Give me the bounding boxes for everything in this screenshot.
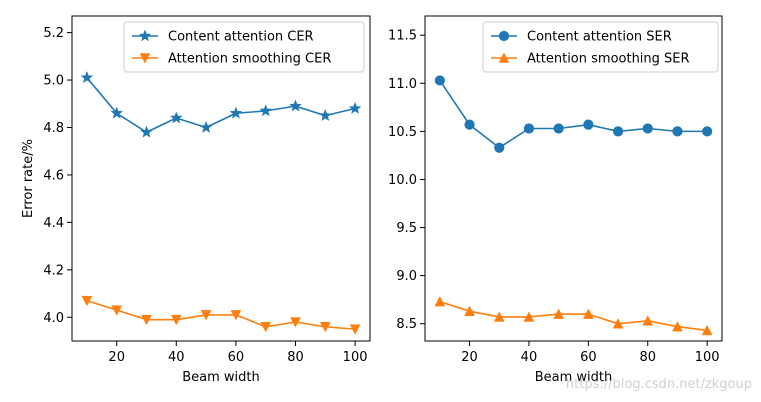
y-tick-label: 5.2 [43,26,64,41]
data-point [493,311,505,322]
y-tick-label: 4.0 [43,311,64,326]
y-tick-label: 4.2 [43,263,64,278]
legend-marker [138,29,152,42]
y-tick-label: 4.4 [43,216,64,231]
data-point [434,75,445,86]
series-line-1 [86,299,356,330]
data-point [434,296,446,307]
data-point [260,322,272,333]
data-point [319,322,331,333]
data-point [701,324,713,336]
data-point [110,106,124,119]
data-point [583,119,594,130]
data-point [80,70,94,84]
series-line-1 [439,300,708,332]
data-point [141,314,152,326]
data-point [111,305,123,316]
y-tick-label: 5.0 [43,74,64,89]
y-tick-label: 8.5 [396,317,417,332]
ser-chart-panel: 20 40 60 80 100 8.5 9.0 9.5 10.0 10.5 11.0 11.5 Beam… [388,15,723,385]
series-line-0 [439,79,708,149]
data-point [199,120,213,133]
data-point [553,308,565,319]
data-point [672,126,683,137]
data-point [200,310,212,321]
legend-box [123,21,365,73]
x-tick-label: 40 [168,350,185,365]
plot-frame [424,15,723,342]
cer-chart-panel: 20 40 60 80 100 4.0 4.2 4.4 4.6 4.8 5.0 5.2 Beam wid… [21,15,371,385]
data-point [642,315,654,326]
x-tick-label: 100 [695,350,720,365]
data-point [612,126,624,137]
data-point [290,317,301,328]
data-point [672,321,683,332]
watermark-text: https://blog.csdn.net/zkgoup [566,377,752,392]
x-tick-label: 20 [108,350,125,365]
data-point [229,106,243,119]
x-tick-label: 60 [228,350,245,365]
data-point [702,126,713,137]
y-tick-label: 11.0 [388,77,417,92]
legend-entry: Content attention SER [527,30,672,45]
data-point [289,99,302,112]
data-point [464,305,475,316]
data-point [170,314,182,326]
y-axis-label: Error rate/% [21,139,36,218]
x-axis-label: Beam width [535,370,613,385]
legend-entry: Content attention CER [168,30,314,45]
plot-frame [71,15,371,342]
y-tick-label: 9.5 [396,221,417,236]
x-axis-label: Beam width [182,370,260,385]
y-tick-label: 10.0 [388,173,417,188]
data-point [169,111,183,124]
legend-entry: Attention smoothing CER [168,52,331,67]
y-tick-label: 10.5 [388,125,417,140]
data-point [582,308,594,319]
legend-entry: Attention smoothing SER [527,52,690,67]
data-point [318,108,332,122]
x-tick-label: 60 [580,350,597,365]
y-tick-label: 9.0 [396,269,417,284]
x-tick-label: 20 [461,350,478,365]
data-point [81,295,93,307]
data-point [259,104,273,117]
data-point [349,324,361,335]
data-point [230,310,242,321]
y-tick-label: 11.5 [388,29,417,44]
series-line-0 [86,77,356,134]
data-point [612,318,624,329]
x-tick-label: 80 [639,350,656,365]
data-point [523,123,535,134]
x-tick-label: 100 [343,350,368,365]
legend-marker [139,53,151,64]
y-tick-label: 4.8 [43,121,64,136]
x-tick-label: 80 [287,350,304,365]
legend-marker [498,52,510,63]
data-point [523,311,535,322]
data-point [494,142,505,153]
x-tick-label: 40 [521,350,538,365]
data-point [553,123,564,134]
data-point [464,119,475,130]
data-point [140,125,153,138]
data-point [642,123,653,134]
legend-marker [498,30,510,42]
legend-box [482,21,719,73]
y-tick-label: 4.6 [43,168,64,183]
data-point [348,101,362,114]
